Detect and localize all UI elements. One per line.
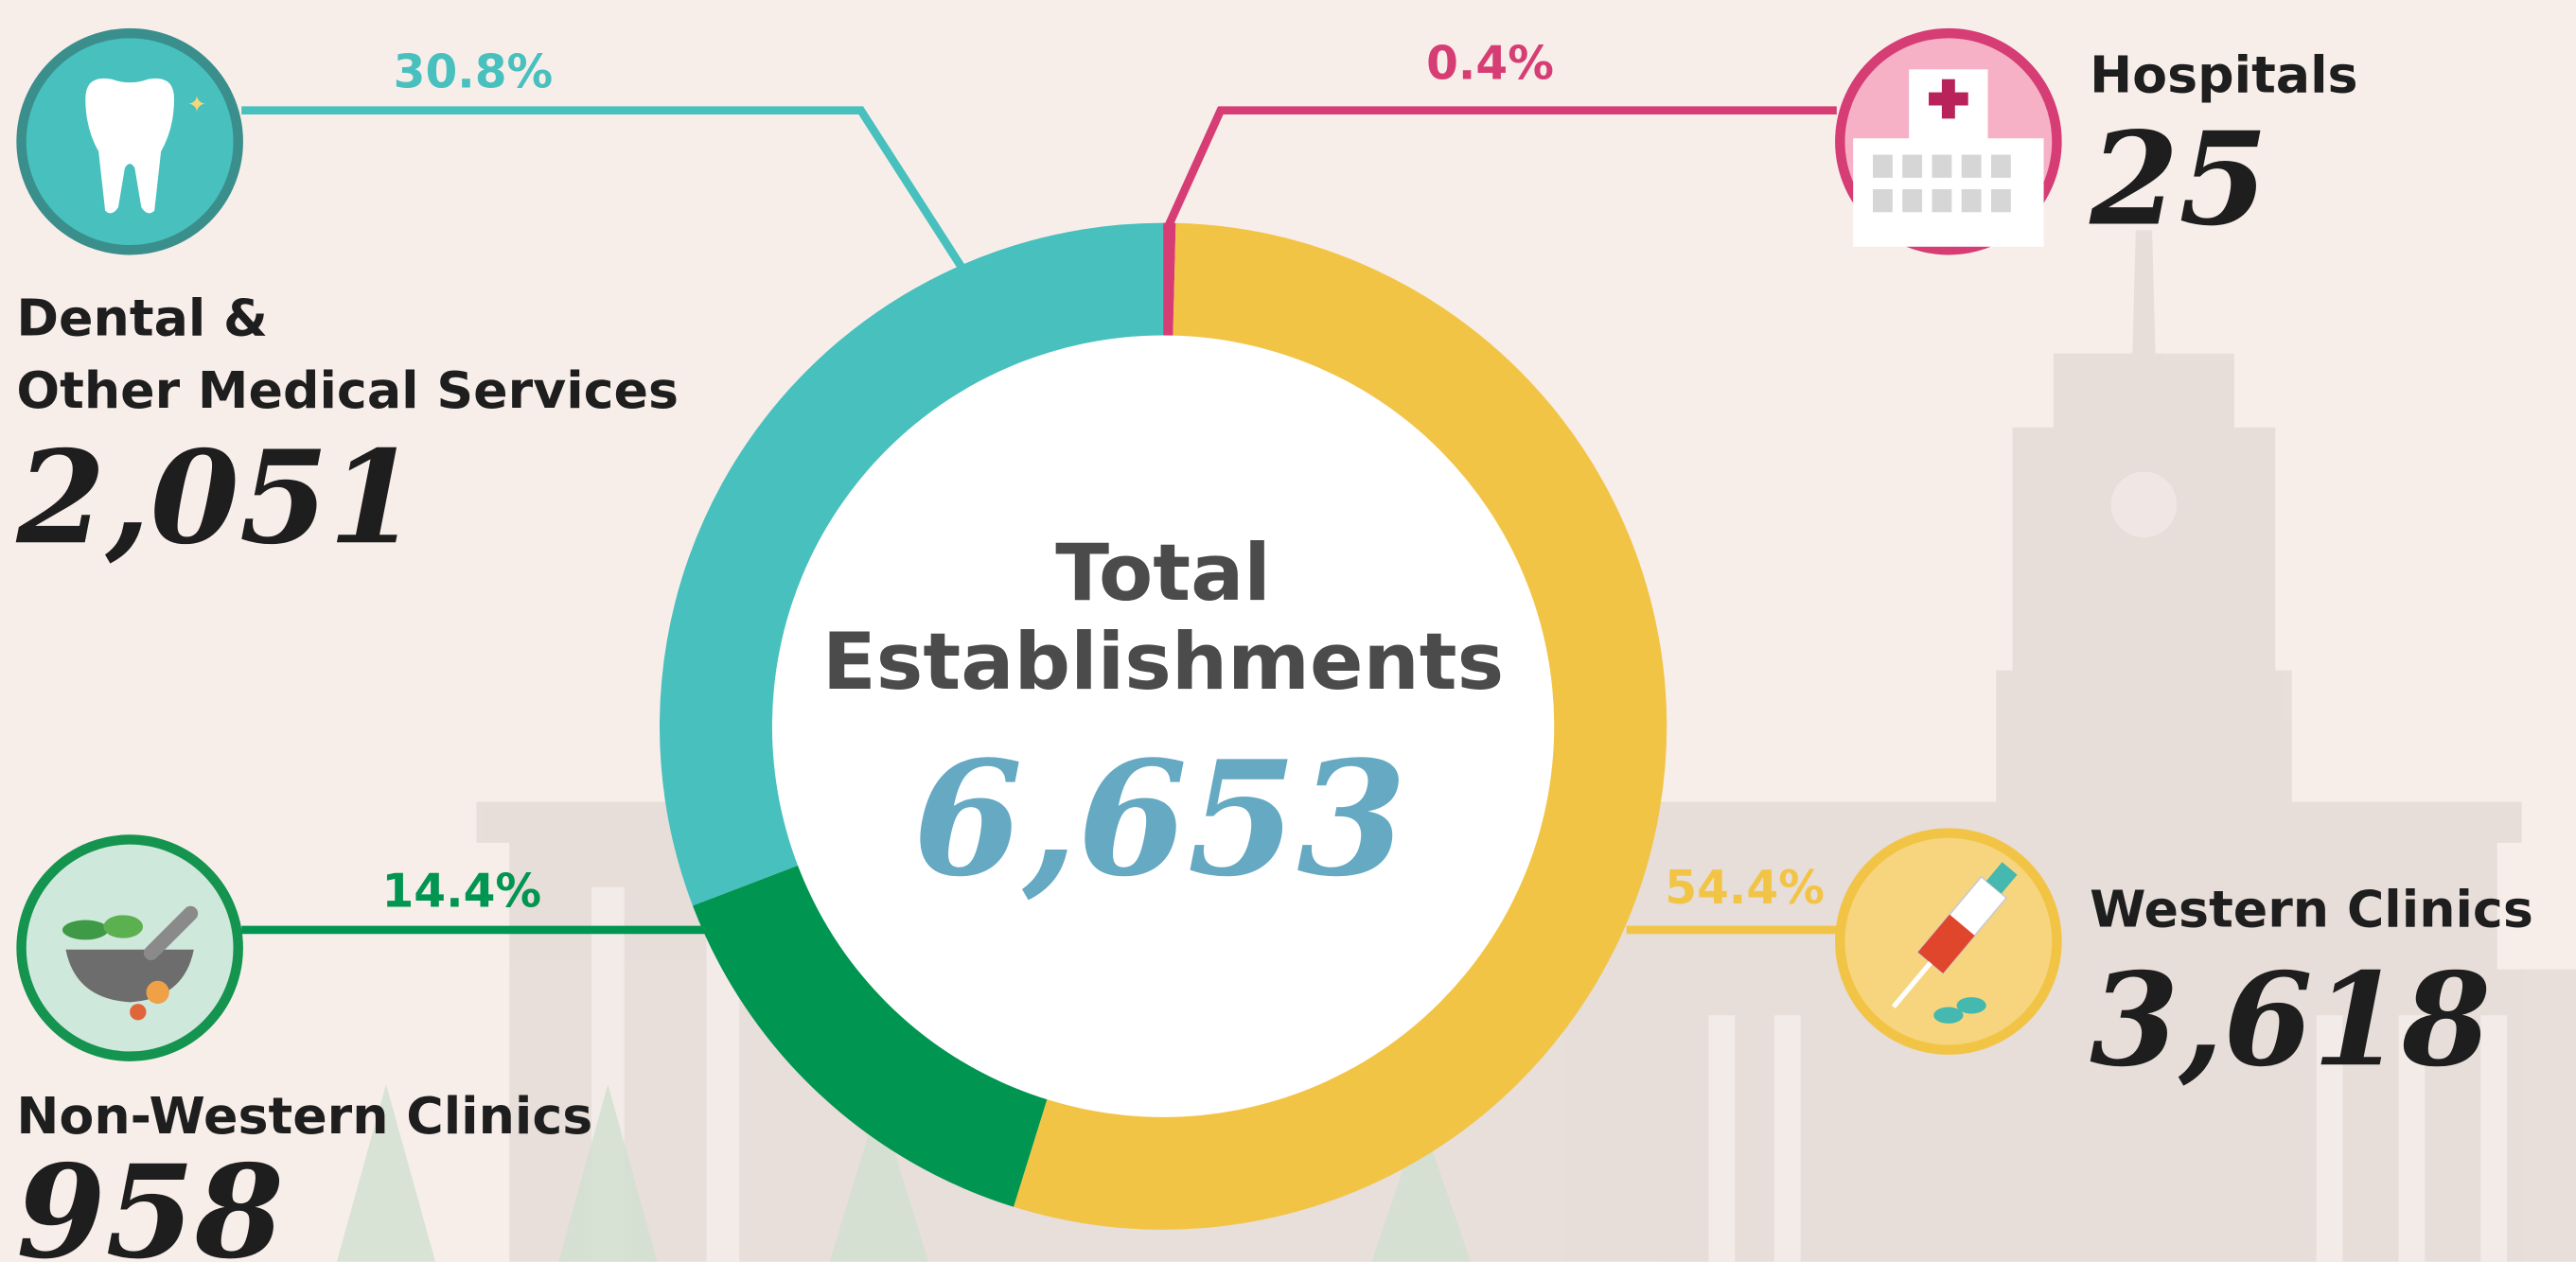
title-box: Total Establishments — [821, 529, 1505, 709]
callout-line — [241, 106, 965, 269]
trees — [336, 1084, 1471, 1262]
percent-label: 0.4% — [1426, 38, 1554, 91]
hospital-icon — [1835, 27, 2062, 255]
percent-label: 14.4% — [382, 866, 542, 919]
callout-line — [1162, 106, 1837, 233]
count-value: 2,051 — [15, 422, 417, 572]
donut-segment — [692, 864, 1049, 1207]
percent-label: 30.8% — [394, 45, 554, 98]
category-label-box: Dental & Other Medical Services — [16, 283, 706, 428]
svg-text:✦: ✦ — [187, 90, 206, 117]
donut — [660, 222, 1667, 1230]
spacer — [328, 283, 706, 348]
category-label: Hospitals — [2090, 45, 2357, 105]
percent-label: 54.4% — [1665, 862, 1825, 915]
count-value: 3,618 — [2090, 944, 2491, 1095]
donut-segment — [660, 222, 1164, 906]
syringe-icon — [1835, 828, 2062, 1055]
category-label: Dental & Other Medical Services — [16, 283, 706, 428]
dental-icon: ✦ — [16, 27, 243, 255]
donut-hole — [771, 335, 1555, 1117]
total-value: 6,653 — [913, 727, 1407, 912]
category-label: Western Clinics — [2090, 879, 2533, 938]
count-value: 958 — [16, 1136, 284, 1262]
chart-title: Total Establishments — [821, 529, 1505, 709]
category-label: Non-Western Clinics — [16, 1086, 592, 1146]
donut-segment — [1014, 222, 1667, 1230]
herb-icon — [16, 834, 243, 1061]
count-value: 25 — [2089, 103, 2267, 254]
